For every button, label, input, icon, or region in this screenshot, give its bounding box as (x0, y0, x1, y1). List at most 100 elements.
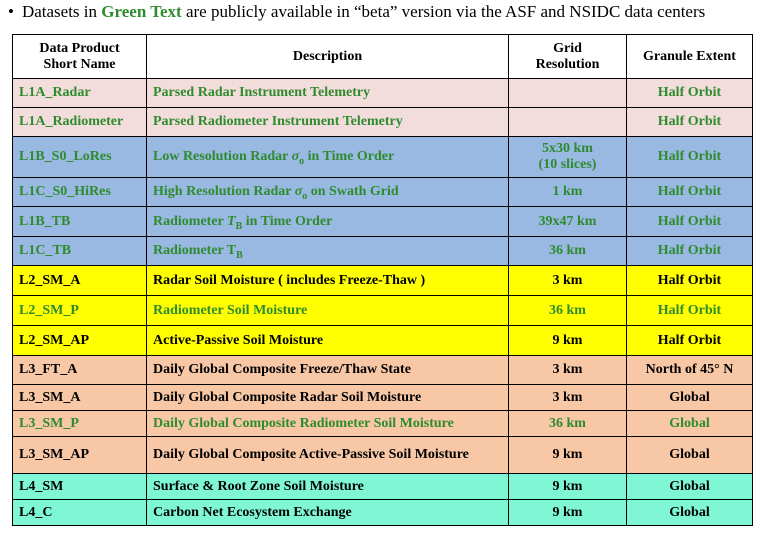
cell-description: Daily Global Composite Radar Soil Moistu… (146, 384, 509, 411)
table-row: L2_SM_AP Active-Passive Soil Moisture 9 km… (12, 325, 753, 356)
desc-text: Low Resolution Radar (153, 149, 292, 164)
cell-grid: 9 km (508, 473, 627, 500)
grid-value: 1 km (552, 184, 583, 199)
cell-description: Parsed Radar Instrument Telemetry (146, 78, 509, 108)
grid-value: 9 km (552, 332, 583, 348)
grid-value: 36 km (549, 302, 586, 318)
grid-note: (10 slices) (538, 157, 597, 172)
table-row: L3_SM_A Daily Global Composite Radar Soil… (12, 384, 753, 411)
grid-value: 39x47 km (538, 213, 597, 229)
table-row: L2_SM_P Radiometer Soil Moisture 36 km Half… (12, 295, 753, 326)
grid-value: 5x30 km (542, 141, 593, 156)
desc-symbol: σ (291, 149, 300, 164)
header-description: Description (146, 34, 509, 79)
cell-extent: Global (626, 473, 753, 500)
cell-extent: North of 45° N (626, 355, 753, 385)
cell-extent: Half Orbit (626, 136, 753, 178)
desc-symbol: σ (294, 184, 303, 199)
cell-extent: Half Orbit (626, 177, 753, 207)
note-prefix: Datasets in (21, 2, 102, 21)
cell-name: L1B_S0_LoRes (12, 136, 147, 178)
cell-extent: Global (626, 384, 753, 411)
grid-value: 36 km (549, 243, 586, 258)
cell-name: L2_SM_P (12, 295, 147, 326)
cell-extent: Global (626, 436, 753, 474)
grid-value: 9 km (552, 478, 583, 494)
table-row: L1C_S0_HiRes High Resolution Radar σo on … (12, 177, 753, 207)
grid-value: 3 km (552, 362, 583, 377)
desc-subscript: B (235, 220, 243, 232)
table-row: L1A_Radar Parsed Radar Instrument Telemet… (12, 78, 753, 108)
cell-description: Surface & Root Zone Soil Moisture (146, 473, 509, 500)
cell-name: L3_SM_A (12, 384, 147, 411)
cell-description: Daily Global Composite Radiometer Soil M… (146, 410, 509, 437)
grid-value: 3 km (552, 272, 583, 288)
cell-name: L4_C (12, 499, 147, 526)
table-row: L1C_TB Radiometer TB 36 km Half Orbit (12, 236, 753, 266)
cell-description: Active-Passive Soil Moisture (146, 325, 509, 356)
desc-subscript: B (236, 249, 243, 261)
grid-value: 3 km (552, 389, 583, 405)
note-highlight: Green Text (101, 2, 182, 21)
cell-grid: 5x30 km (10 slices) (508, 136, 627, 178)
cell-name: L2_SM_AP (12, 325, 147, 356)
cell-description: High Resolution Radar σo on Swath Grid (146, 177, 509, 207)
cell-name: L1C_TB (12, 236, 147, 266)
cell-extent: Global (626, 410, 753, 437)
cell-name: L3_SM_P (12, 410, 147, 437)
note-suffix: are publicly available in “beta” version… (181, 2, 706, 21)
desc-text: Radiometer T (153, 243, 237, 258)
cell-grid: 36 km (508, 295, 627, 326)
cell-grid: 9 km (508, 499, 627, 526)
desc-subscript: o (299, 155, 305, 167)
cell-extent: Half Orbit (626, 325, 753, 356)
cell-name: L1A_Radiometer (12, 107, 147, 137)
cell-description: Parsed Radiometer Instrument Telemetry (146, 107, 509, 137)
table-row: L4_C Carbon Net Ecosystem Exchange 9 km Glo… (12, 499, 753, 526)
cell-name: L1C_S0_HiRes (12, 177, 147, 207)
table-row: L3_SM_AP Daily Global Composite Active-Pa… (12, 436, 753, 474)
cell-name: L4_SM (12, 473, 147, 500)
cell-grid: 39x47 km (508, 206, 627, 237)
cell-grid: 3 km (508, 265, 627, 296)
cell-grid (508, 78, 627, 108)
table-row: L2_SM_A Radar Soil Moisture ( includes Fr… (12, 265, 753, 296)
desc-text: in Time Order (242, 213, 333, 229)
bullet-icon: • (8, 2, 14, 21)
cell-grid: 9 km (508, 436, 627, 474)
cell-description: Daily Global Composite Active-Passive So… (146, 436, 509, 474)
table-row: L3_FT_A Daily Global Composite Freeze/Tha… (12, 355, 753, 385)
table-row: L1B_S0_LoRes Low Resolution Radar σo in T… (12, 136, 753, 178)
cell-name: L3_SM_AP (12, 436, 147, 474)
desc-text: in Time Order (304, 149, 395, 164)
header-name: Data Product Short Name (12, 34, 147, 79)
header-grid: Grid Resolution (508, 34, 627, 79)
table-row: L1B_TB Radiometer TB in Time Order 39x47 k… (12, 206, 753, 237)
note-line: • Datasets in Green Text are publicly ava… (8, 2, 705, 22)
cell-grid (508, 107, 627, 137)
cell-grid: 3 km (508, 384, 627, 411)
table-row: L4_SM Surface & Root Zone Soil Moisture 9 … (12, 473, 753, 500)
desc-subscript: o (302, 190, 308, 202)
cell-extent: Global (626, 499, 753, 526)
desc-symbol: T (227, 213, 236, 229)
header-extent: Granule Extent (626, 34, 753, 79)
cell-extent: Half Orbit (626, 78, 753, 108)
table-row: L1A_Radiometer Parsed Radiometer Instrume… (12, 107, 753, 137)
header-row: Data Product Short Name Description Grid… (12, 34, 753, 79)
grid-value: 9 km (552, 447, 583, 462)
cell-extent: Half Orbit (626, 295, 753, 326)
cell-description: Radiometer Soil Moisture (146, 295, 509, 326)
cell-name: L1A_Radar (12, 78, 147, 108)
cell-extent: Half Orbit (626, 206, 753, 237)
grid-value: 9 km (552, 504, 583, 520)
cell-description: Radar Soil Moisture ( includes Freeze-Th… (146, 265, 509, 296)
cell-description: Carbon Net Ecosystem Exchange (146, 499, 509, 526)
cell-name: L2_SM_A (12, 265, 147, 296)
desc-text: High Resolution Radar (153, 184, 295, 199)
table-row: L3_SM_P Daily Global Composite Radiometer… (12, 410, 753, 437)
cell-extent: Half Orbit (626, 265, 753, 296)
cell-description: Radiometer TB in Time Order (146, 206, 509, 237)
cell-grid: 3 km (508, 355, 627, 385)
cell-name: L3_FT_A (12, 355, 147, 385)
